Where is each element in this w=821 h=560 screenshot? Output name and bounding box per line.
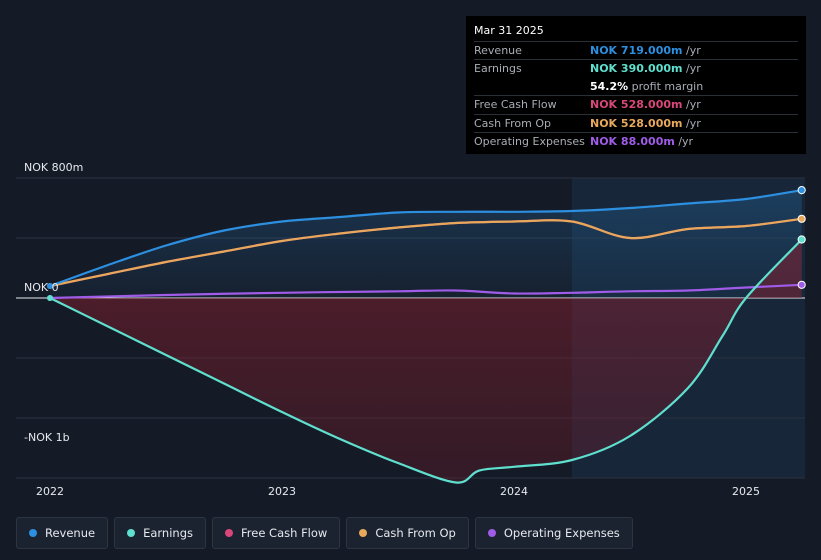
earnings-area [50, 239, 802, 483]
x-tick-label: 2025 [732, 485, 760, 498]
x-tick-label: 2022 [36, 485, 64, 498]
legend-item-cash-from-op[interactable]: Cash From Op [346, 517, 469, 549]
legend-item-free-cash-flow[interactable]: Free Cash Flow [212, 517, 341, 549]
legend-dot-icon [487, 529, 496, 537]
legend-label: Operating Expenses [503, 526, 620, 540]
x-tick-label: 2024 [500, 485, 528, 498]
legend-dot-icon [359, 529, 368, 537]
profit-margin-value: 54.2% [590, 79, 629, 93]
tooltip-unit: /yr [685, 62, 701, 76]
y-tick-label: -NOK 1b [24, 431, 70, 444]
x-tick-label: 2023 [268, 485, 296, 498]
y-tick-label: NOK 800m [24, 161, 83, 174]
legend-dot-icon [225, 529, 233, 537]
earnings-line [49, 238, 803, 484]
x-axis-labels: 2022 2023 2024 2025 [36, 485, 760, 498]
legend-dot-icon [29, 529, 37, 537]
legend-item-operating-expenses[interactable]: Operating Expenses [474, 517, 633, 549]
legend-item-earnings[interactable]: Earnings [114, 517, 206, 549]
tooltip-margin-spacer [474, 78, 590, 95]
tooltip-label: Cash From Op [474, 116, 552, 130]
tooltip-row-free-cash-flow: Free Cash Flow NOK 528.000m /yr [474, 95, 798, 113]
tooltip-unit: /yr [685, 98, 701, 112]
tooltip-panel: Mar 31 2025 Revenue NOK 719.000m /yr Ear… [466, 16, 806, 154]
legend-label: Cash From Op [375, 526, 456, 540]
tooltip-value: NOK 390.000m [590, 62, 683, 76]
tooltip-unit: /yr [685, 44, 701, 57]
tooltip-row-cash-from-op: Cash From Op NOK 528.000m /yr [474, 113, 798, 132]
operating-expenses-line [49, 283, 802, 300]
tooltip-row-operating-expenses: Operating Expenses NOK 88.000m /yr [474, 131, 798, 150]
cash-from-op-line [49, 217, 802, 288]
legend-label: Earnings [143, 526, 193, 540]
tooltip-label: Operating Expenses [474, 134, 585, 148]
y-axis-labels: NOK 800m NOK 0 -NOK 1b [24, 161, 83, 444]
earnings-start-point [47, 295, 53, 301]
earnings-end-point [797, 235, 806, 244]
series-endpoints [47, 186, 806, 301]
tooltip-label: Earnings [474, 62, 522, 76]
tooltip-value: NOK 528.000m [590, 116, 683, 130]
tooltip-value: NOK 528.000m [590, 98, 683, 112]
series-lines [49, 189, 803, 484]
revenue-area [50, 190, 802, 298]
revenue-line [49, 189, 802, 288]
cash-from-op-end-point [797, 214, 806, 223]
tooltip-profit-margin: 54.2% profit margin [474, 78, 798, 95]
legend-label: Free Cash Flow [241, 526, 328, 540]
profit-margin-label: profit margin [631, 79, 704, 93]
chart-legend: Revenue Earnings Free Cash Flow Cash Fro… [16, 517, 633, 549]
tooltip-row-revenue: Revenue NOK 719.000m /yr [474, 41, 798, 59]
legend-label: Revenue [45, 526, 96, 540]
tooltip-date: Mar 31 2025 [474, 24, 544, 37]
tooltip-value: NOK 719.000m [590, 44, 683, 57]
tooltip-label: Revenue [474, 44, 522, 57]
legend-item-revenue[interactable]: Revenue [16, 517, 109, 549]
tooltip-label: Free Cash Flow [474, 98, 557, 112]
legend-dot-icon [127, 529, 136, 537]
revenue-end-point [797, 186, 806, 195]
tooltip-value: NOK 88.000m [590, 134, 675, 148]
operating-expenses-end-point [797, 280, 806, 289]
tooltip-row-earnings: Earnings NOK 390.000m /yr [474, 59, 798, 77]
tooltip-unit: /yr [678, 134, 694, 148]
area-fills [50, 190, 802, 483]
y-tick-label: NOK 0 [24, 281, 59, 294]
tooltip-unit: /yr [685, 116, 701, 130]
revenue-start-point [47, 283, 53, 289]
